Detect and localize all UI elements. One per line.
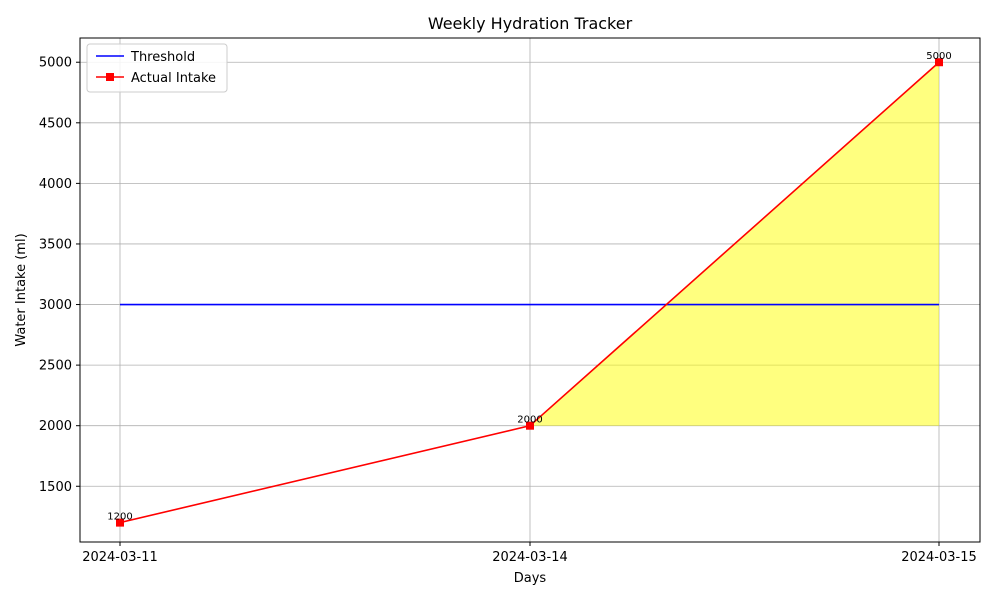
series-layer (116, 58, 943, 527)
y-tick-label: 3500 (39, 237, 72, 252)
y-tick-label: 2500 (39, 359, 72, 374)
legend-intake-marker (106, 73, 114, 81)
x-tick-label: 2024-03-14 (492, 550, 568, 565)
legend-threshold-label: Threshold (130, 50, 195, 65)
x-axis-label: Days (514, 571, 547, 586)
intake-point (116, 518, 124, 527)
y-tick-label: 4000 (39, 177, 72, 192)
legend: Threshold Actual Intake (86, 43, 228, 93)
x-tick-label: 2024-03-11 (82, 550, 158, 565)
chart-title: Weekly Hydration Tracker (428, 14, 633, 33)
data-label: 2000 (517, 415, 542, 426)
intake-point (526, 421, 534, 430)
ticks: 1500 2000 2500 3000 3500 4000 4500 5000 2024-03-… (39, 56, 977, 565)
intake-point (935, 58, 943, 67)
y-tick-label: 5000 (39, 56, 72, 71)
data-label: 5000 (926, 51, 951, 62)
y-tick-label: 4500 (39, 116, 72, 131)
y-tick-label: 1500 (39, 480, 72, 495)
data-label: 1200 (107, 512, 132, 523)
y-axis-label: Water Intake (ml) (14, 233, 29, 346)
x-tick-label: 2024-03-15 (901, 550, 977, 565)
y-tick-label: 3000 (39, 298, 72, 313)
data-labels: 1200 2000 5000 (107, 51, 951, 522)
legend-intake-label: Actual Intake (131, 71, 216, 86)
y-tick-label: 2000 (39, 419, 72, 434)
